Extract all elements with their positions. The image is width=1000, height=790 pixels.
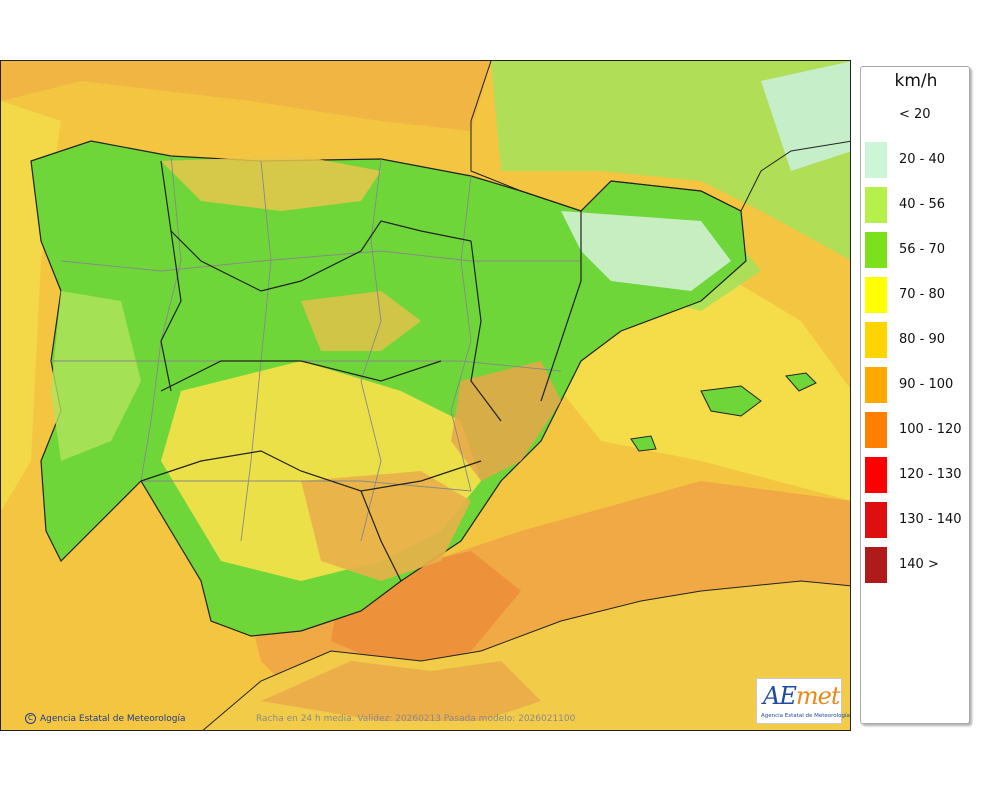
legend-swatch xyxy=(865,457,887,493)
legend-item: < 20 xyxy=(861,95,971,135)
morocco-orange xyxy=(261,661,541,721)
menorca xyxy=(785,372,817,392)
legend-item: 56 - 70 xyxy=(861,230,971,270)
portugal-light-green xyxy=(51,291,141,461)
legend-label: 40 - 56 xyxy=(899,197,946,212)
france-green xyxy=(491,61,850,260)
legend-label: < 20 xyxy=(899,107,931,122)
legend-swatch xyxy=(865,142,887,178)
legend-swatch xyxy=(865,187,887,223)
legend-swatch xyxy=(865,367,887,403)
legend-swatch xyxy=(865,547,887,583)
map-caption: Racha en 24 h media. Validez: 20260213 P… xyxy=(256,714,576,724)
pyrenees-pale xyxy=(561,211,731,291)
bay-of-biscay-band xyxy=(1,61,491,131)
legend-item: 130 - 140 xyxy=(861,500,971,540)
andalusia-orange xyxy=(301,471,471,581)
legend-label: 90 - 100 xyxy=(899,377,954,392)
legend-swatch xyxy=(865,322,887,358)
legend: km/h < 20 20 - 40 40 - 56 56 - 70 70 - 80 80 … xyxy=(860,66,970,724)
legend-swatch xyxy=(865,277,887,313)
map-canvas xyxy=(1,61,850,730)
logo-mark: AEmet xyxy=(763,682,840,710)
legend-label: 56 - 70 xyxy=(899,242,946,257)
legend-item: 90 - 100 xyxy=(861,365,971,405)
legend-label: 70 - 80 xyxy=(899,287,946,302)
france-pale xyxy=(761,61,850,171)
legend-swatch xyxy=(865,232,887,268)
legend-swatch xyxy=(865,412,887,448)
legend-label: 130 - 140 xyxy=(899,512,962,527)
legend-label: 120 - 130 xyxy=(899,467,962,482)
legend-item: 140 > xyxy=(861,545,971,585)
community-borders xyxy=(140,160,582,582)
france-coastline xyxy=(470,61,850,212)
copyright-icon: C xyxy=(25,713,36,724)
legend-swatch xyxy=(865,502,887,538)
sistema-central-yellow xyxy=(301,291,421,351)
legend-item: 40 - 56 xyxy=(861,185,971,225)
legend-label: 140 > xyxy=(899,557,939,572)
legend-item: 120 - 130 xyxy=(861,455,971,495)
legend-label: 20 - 40 xyxy=(899,152,946,167)
legend-item: 80 - 90 xyxy=(861,320,971,360)
legend-item: 100 - 120 xyxy=(861,410,971,450)
legend-item: 20 - 40 xyxy=(861,140,971,180)
legend-label: 100 - 120 xyxy=(899,422,962,437)
logo-org-name: Agencia Estatal de Meteorología xyxy=(761,713,850,719)
copyright-text: Agencia Estatal de Meteorología xyxy=(40,713,186,724)
cantabrian-yellow xyxy=(161,156,381,211)
legend-item: 70 - 80 xyxy=(861,275,971,315)
legend-unit: km/h xyxy=(894,71,938,91)
copyright-notice: C Agencia Estatal de Meteorología xyxy=(25,713,186,724)
wind-gust-map: C Agencia Estatal de Meteorología Racha … xyxy=(0,60,851,731)
ibiza xyxy=(630,435,657,452)
aemet-logo: AEmet Agencia Estatal de Meteorología xyxy=(756,678,850,724)
legend-label: 80 - 90 xyxy=(899,332,946,347)
mallorca xyxy=(700,385,762,417)
